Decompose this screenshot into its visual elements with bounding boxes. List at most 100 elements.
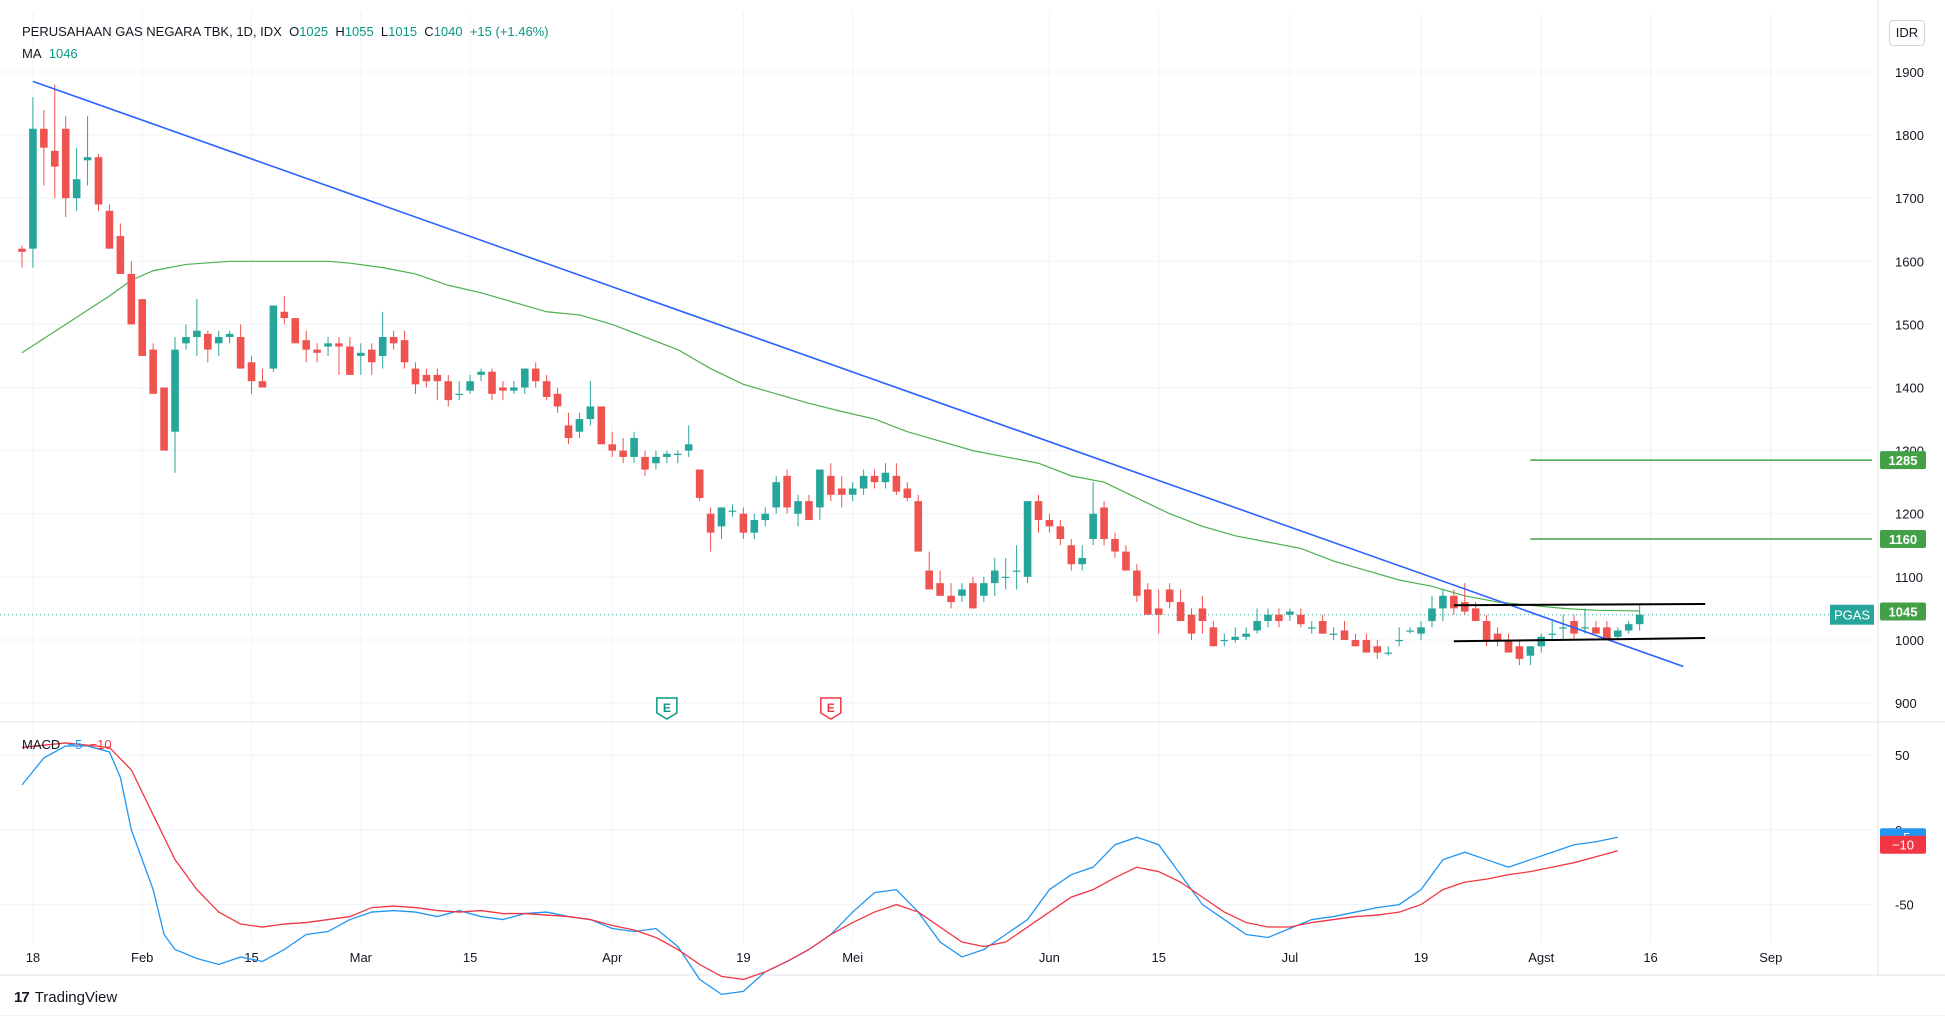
- candle-body: [269, 305, 278, 369]
- symbol-title: PERUSAHAAN GAS NEGARA TBK, 1D, IDX: [22, 24, 282, 39]
- candle-body: [1045, 520, 1054, 527]
- candle-body: [1329, 633, 1338, 635]
- candle-body: [1351, 639, 1360, 647]
- low-value: 1015: [388, 24, 418, 39]
- candle-body: [1176, 602, 1185, 622]
- candle-body: [663, 453, 671, 457]
- candle-body: [881, 472, 890, 483]
- price-tick-label: 1000: [1895, 633, 1924, 648]
- time-tick-label: Jul: [1282, 950, 1299, 965]
- candle-body: [1592, 627, 1600, 634]
- candle-body: [1111, 538, 1119, 552]
- candle-body: [247, 362, 256, 382]
- candle-body: [313, 349, 321, 353]
- candle-body: [794, 501, 802, 514]
- candle-body: [641, 456, 649, 470]
- candle-body: [1078, 557, 1087, 565]
- candle-body: [608, 444, 617, 451]
- ma-line: [21, 260, 1640, 612]
- candle-body: [827, 475, 835, 495]
- candle-body: [586, 406, 595, 420]
- close-label: C: [424, 24, 434, 39]
- candle-body: [1603, 627, 1611, 640]
- candle-body: [761, 513, 770, 521]
- candle-body: [1504, 639, 1513, 653]
- candle-body: [1209, 627, 1218, 647]
- candle-body: [1297, 614, 1305, 625]
- candle-body: [619, 450, 627, 457]
- candle-body: [378, 337, 387, 356]
- candle-body: [990, 570, 999, 584]
- candle-body: [805, 501, 813, 521]
- level-label: 1045: [1889, 605, 1918, 620]
- open-value: 1025: [299, 24, 329, 39]
- ma-value: 1046: [48, 46, 78, 61]
- candle-body: [280, 311, 289, 319]
- time-tick-label: Jun: [1039, 950, 1060, 965]
- candle-body: [389, 337, 398, 344]
- price-legend: PERUSAHAAN GAS NEGARA TBK, 1D, IDX O1025…: [22, 24, 549, 39]
- candle-body: [1165, 589, 1174, 603]
- candle-body: [903, 488, 912, 498]
- currency-button[interactable]: IDR: [1889, 20, 1925, 46]
- price-tick-label: 1200: [1895, 507, 1924, 522]
- candle-body: [936, 583, 944, 596]
- candle-body: [433, 374, 442, 382]
- candle-body: [335, 343, 343, 347]
- time-tick-label: Mei: [842, 950, 863, 965]
- high-value: 1055: [344, 24, 374, 39]
- candle-body: [40, 128, 48, 148]
- earnings-event-label: E: [827, 701, 835, 715]
- candle-body: [892, 475, 901, 492]
- candle-body: [1340, 630, 1349, 640]
- price-tick-label: 900: [1895, 696, 1917, 711]
- candle-body: [684, 444, 693, 451]
- candle-body: [182, 337, 190, 344]
- candle-body: [1406, 630, 1414, 632]
- earnings-event-label: E: [663, 701, 671, 715]
- candle-body: [1384, 652, 1393, 654]
- candle-body: [1613, 630, 1622, 637]
- time-tick-label: 15: [244, 950, 258, 965]
- candle-body: [1548, 633, 1556, 635]
- macd-legend: MACD −5 −10: [22, 737, 112, 752]
- candle-body: [783, 475, 791, 508]
- candle-body: [61, 128, 70, 199]
- symbol-tag-bg: [1830, 604, 1874, 625]
- candle-body: [531, 368, 540, 382]
- candle-body: [94, 157, 103, 205]
- open-label: O: [289, 24, 300, 39]
- candle-body: [1143, 589, 1152, 615]
- candle-body: [477, 371, 485, 375]
- candle-body: [837, 488, 846, 495]
- candle-body: [575, 419, 584, 432]
- channel-line: [1453, 602, 1706, 607]
- macd-series-line: [21, 742, 1618, 981]
- candle-body: [50, 150, 59, 167]
- candle-body: [1220, 639, 1229, 642]
- candle-body: [1231, 636, 1240, 640]
- candle-body: [925, 570, 933, 590]
- time-tick-label: Feb: [131, 950, 153, 965]
- brand-footer: 17 TradingView: [14, 989, 117, 1006]
- candle-body: [1493, 633, 1502, 640]
- price-tick-label: 1600: [1895, 254, 1924, 269]
- candle-body: [29, 128, 37, 249]
- candle-body: [553, 393, 562, 407]
- close-value: 1040: [433, 24, 463, 39]
- macd-tick-label: 50: [1895, 748, 1909, 763]
- price-tick-label: 1400: [1895, 381, 1924, 396]
- ma-legend: MA 1046: [22, 46, 78, 61]
- candle-body: [859, 475, 868, 489]
- candle-body: [969, 583, 977, 609]
- time-tick-label: Agst: [1528, 950, 1554, 965]
- earnings-event-icon: [820, 697, 842, 720]
- candle-body: [72, 179, 81, 199]
- candle-body: [1537, 636, 1546, 647]
- tradingview-logo-icon: 17: [14, 989, 30, 1006]
- candle-body: [138, 299, 147, 356]
- candle-body: [1635, 614, 1644, 625]
- candle-body: [980, 583, 988, 596]
- candle-body: [1559, 627, 1567, 629]
